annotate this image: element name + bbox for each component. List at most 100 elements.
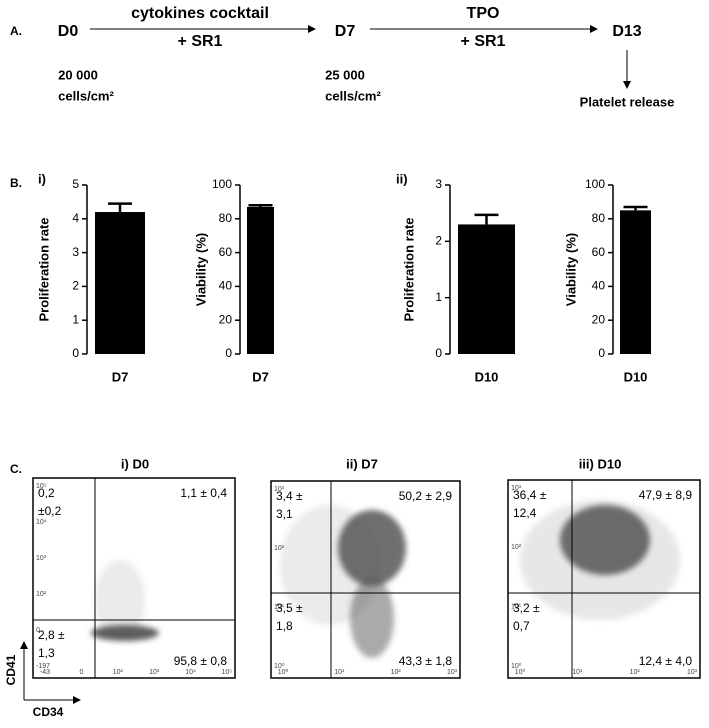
subpanel-label: i): [38, 171, 46, 186]
x-tick-label: D10: [475, 369, 499, 384]
y-tick-label: 20: [592, 312, 606, 326]
y-tick-label: 0: [225, 346, 232, 360]
x-tick-label: 10²: [113, 669, 124, 676]
arrow-label: + SR1: [178, 33, 223, 50]
x-tick-label: 10³: [447, 669, 458, 676]
y-tick-label: 10²: [511, 544, 522, 551]
y-axis-label: Viability (%): [563, 233, 578, 306]
y-tick-label: 20: [219, 312, 233, 326]
y-tick-label: 10⁰: [511, 662, 522, 670]
bar: [458, 224, 515, 354]
y-tick-label: 5: [72, 177, 79, 191]
y-tick-label: 40: [592, 279, 606, 293]
quadrant-value: 2,8 ±: [38, 628, 65, 642]
quadrant-value: 0,2: [38, 486, 55, 500]
quadrant-value: 0,7: [513, 619, 530, 633]
plot-title: i) D0: [121, 456, 149, 471]
quadrant-value: ±0,2: [38, 504, 62, 518]
arrow-label: cytokines cocktail: [131, 5, 269, 22]
x-tick-label: D10: [624, 369, 648, 384]
y-tick-label: 60: [592, 245, 606, 259]
plot-frame: [270, 480, 461, 679]
y-tick-label: 80: [592, 211, 606, 225]
y-tick-label: 0: [72, 346, 79, 360]
x-tick-label: D7: [252, 369, 269, 384]
y-tick-label: 0: [435, 346, 442, 360]
quadrant-value: 3,1: [276, 507, 293, 521]
y-tick-label: 100: [585, 177, 605, 191]
y-tick-label: 1: [435, 290, 442, 304]
x-tick-label: 10³: [687, 669, 698, 676]
x-tick-label: 10⁵: [222, 669, 233, 676]
x-tick-label: 0: [79, 669, 83, 676]
bar: [620, 210, 651, 354]
density: cells/cm²: [58, 88, 114, 103]
y-tick-label: 10³: [511, 485, 522, 492]
x-tick-label: 10¹: [572, 669, 583, 676]
y-tick-label: 10²: [274, 545, 285, 552]
arrow-label: + SR1: [461, 33, 506, 50]
plot-frame: [507, 479, 701, 679]
plot-title: ii) D7: [346, 456, 378, 471]
day: D0: [58, 23, 79, 40]
y-tick-label: 3: [435, 177, 442, 191]
y-tick-label: -197: [36, 663, 50, 670]
error-bar: [623, 205, 648, 211]
x-tick-label: 10¹: [334, 669, 345, 676]
y-axis-label: Viability (%): [193, 233, 208, 306]
quadrant-value: 1,8: [276, 619, 293, 633]
quadrant-value: 12,4 ± 4,0: [639, 654, 693, 668]
x-tick-label: 10²: [630, 669, 641, 676]
quadrant-value: 50,2 ± 2,9: [399, 489, 453, 503]
y-tick-label: 40: [219, 279, 233, 293]
y-tick-label: 10⁵: [36, 483, 47, 490]
y-tick-label: 10³: [36, 555, 47, 562]
quadrant-value: 3,4 ±: [276, 489, 303, 503]
y-tick-label: 100: [212, 177, 232, 191]
bar: [95, 212, 145, 354]
y-tick-label: 10³: [274, 486, 285, 493]
density: 25 000: [325, 67, 365, 82]
y-tick-label: 10¹: [511, 604, 522, 611]
density: cells/cm²: [325, 88, 381, 103]
y-tick-label: 80: [219, 211, 233, 225]
quadrant-value: 1,3: [38, 646, 55, 660]
y-tick-label: 0: [598, 346, 605, 360]
release-label: Platelet release: [580, 94, 675, 109]
error-bar: [474, 213, 499, 225]
y-axis-label: Proliferation rate: [401, 217, 416, 321]
quadrant-value: 95,8 ± 0,8: [174, 654, 228, 668]
day: D13: [612, 23, 641, 40]
x-tick-label: 10⁴: [185, 669, 196, 676]
quadrant-value: 43,3 ± 1,8: [399, 654, 453, 668]
error-bar: [108, 202, 132, 213]
quadrant-value: 47,9 ± 8,9: [639, 488, 693, 502]
quadrant-value: 3,2 ±: [513, 601, 540, 615]
subpanel-label: ii): [396, 171, 408, 186]
x-tick-label: 10⁰: [278, 668, 289, 676]
y-tick-label: 60: [219, 245, 233, 259]
y-tick-label: 10²: [36, 591, 47, 598]
x-axis-label: CD34: [33, 705, 64, 719]
panel-label: B.: [10, 176, 22, 190]
y-tick-label: 2: [72, 279, 79, 293]
quadrant-value: 36,4 ±: [513, 488, 547, 502]
day: D7: [335, 23, 356, 40]
y-tick-label: 3: [72, 245, 79, 259]
y-axis-label: Proliferation rate: [36, 217, 51, 321]
plot-frame: [32, 477, 236, 679]
panel-label: A.: [10, 24, 22, 38]
y-tick-label: 10⁴: [36, 519, 47, 526]
y-tick-label: 10¹: [274, 604, 285, 611]
density: 20 000: [58, 67, 98, 82]
panel-label: C.: [10, 462, 22, 476]
y-tick-label: 2: [435, 234, 442, 248]
bar: [247, 206, 274, 354]
x-tick-label: 10³: [149, 669, 160, 676]
x-tick-label: 10⁰: [515, 668, 526, 676]
y-axis-label: CD41: [4, 654, 18, 685]
x-tick-label: D7: [112, 369, 129, 384]
arrow-label: TPO: [467, 5, 500, 22]
quadrant-value: 1,1 ± 0,4: [180, 486, 227, 500]
